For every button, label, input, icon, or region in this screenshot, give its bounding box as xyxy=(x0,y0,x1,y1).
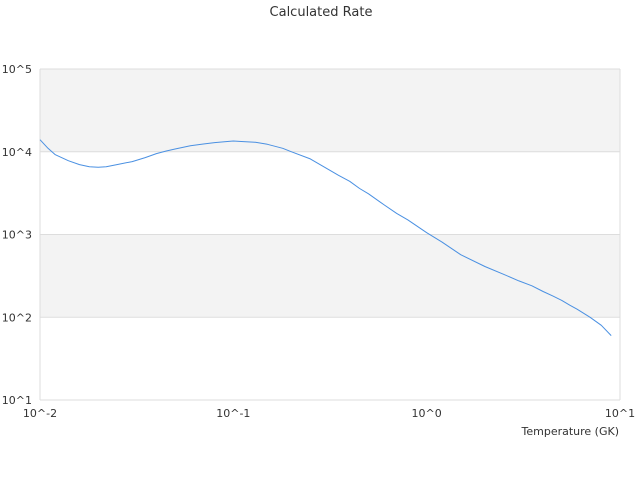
y-tick-label: 10^5 xyxy=(2,63,32,76)
series-layer xyxy=(39,139,612,336)
x-tick-label: 10^-2 xyxy=(23,407,57,420)
chart-title: Calculated Rate xyxy=(270,5,373,20)
x-tick-label: 10^1 xyxy=(605,407,635,420)
plot-band xyxy=(40,69,620,152)
plot-border xyxy=(39,69,621,400)
y-tick-label: 10^2 xyxy=(2,311,32,324)
y-tick-label: 10^4 xyxy=(2,146,32,159)
x-axis-ticks: 10^-2 10^-1 10^0 10^1 xyxy=(23,407,635,420)
series-line xyxy=(39,139,612,336)
x-tick-label: 10^0 xyxy=(412,407,442,420)
x-axis-label: Temperature (GK) xyxy=(521,425,620,438)
plot-background-bands xyxy=(40,69,620,318)
y-tick-label: 10^3 xyxy=(2,229,32,242)
gridlines xyxy=(40,68,620,401)
x-tick-label: 10^-1 xyxy=(216,407,250,420)
y-axis-ticks: 10^1 10^2 10^3 10^4 10^5 xyxy=(2,63,32,407)
plot-band xyxy=(40,234,620,318)
y-tick-label: 10^1 xyxy=(2,394,32,407)
